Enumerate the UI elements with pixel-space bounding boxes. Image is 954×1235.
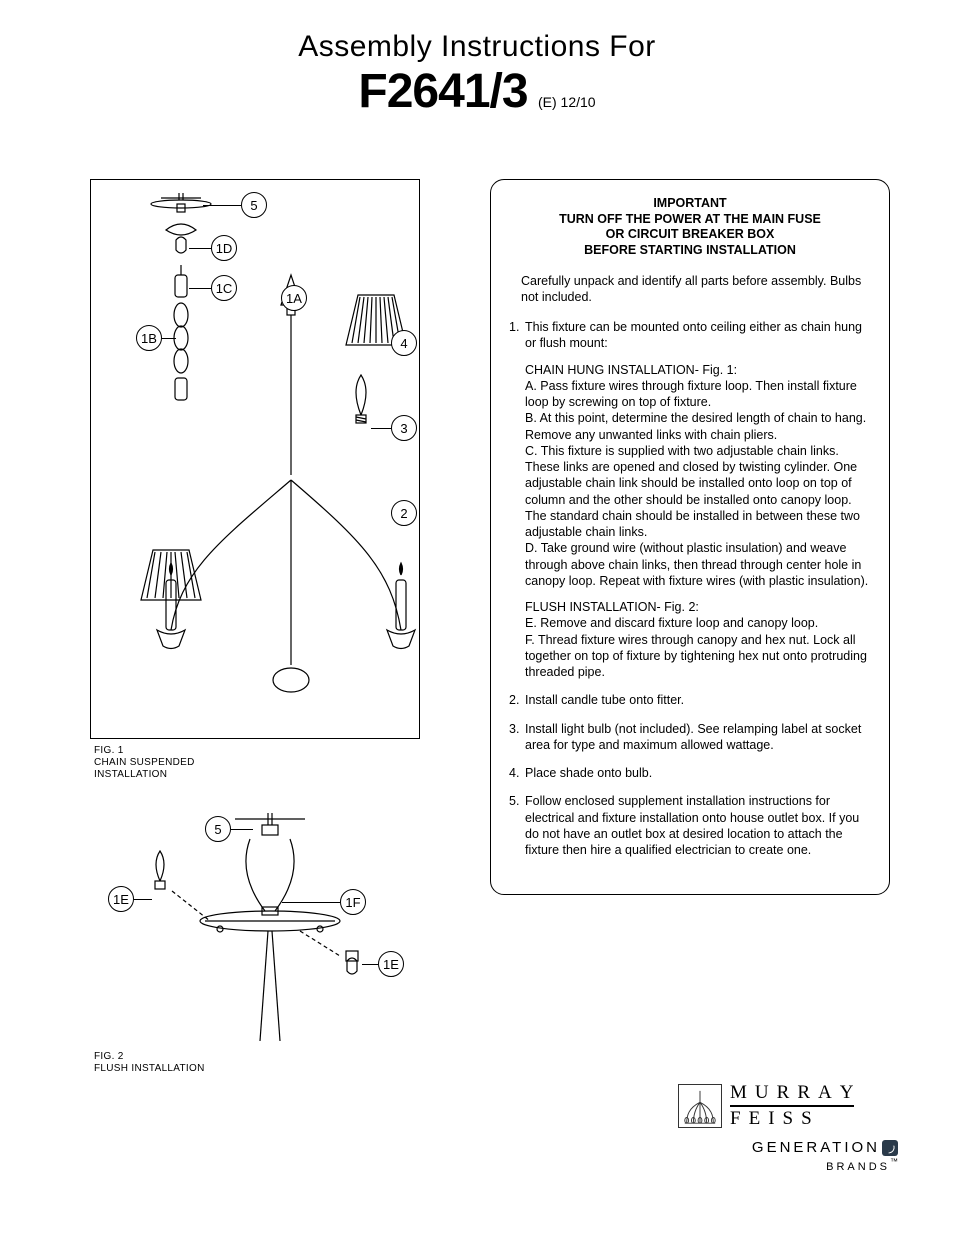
chain-heading: CHAIN HUNG INSTALLATION- Fig. 1:: [525, 362, 871, 378]
callout-1d: 1D: [211, 235, 237, 261]
figure-2-box: 5 1E 1F 1E: [90, 811, 420, 1061]
page-header: Assembly Instructions For F2641/3 (E) 12…: [0, 0, 954, 119]
figure-1-box: 5 1D 1C 1A 1B 4 3 2: [90, 179, 420, 739]
callout-1c: 1C: [211, 275, 237, 301]
diagrams-column: 5 1D 1C 1A 1B 4 3 2 FIG. 1 CHAIN SUSPEND…: [90, 179, 430, 1105]
model-number: F2641/3: [358, 65, 527, 118]
figure-2-illustration: [90, 811, 420, 1061]
important-block: IMPORTANT TURN OFF THE POWER AT THE MAIN…: [509, 196, 871, 259]
step-3: 3. Install light bulb (not included). Se…: [509, 721, 871, 754]
intro-text: Carefully unpack and identify all parts …: [521, 273, 871, 306]
callout-5: 5: [241, 192, 267, 218]
generation-brands-logo: GENERATION BRANDS™: [678, 1139, 898, 1175]
logo-feiss: FEISS: [730, 1106, 854, 1129]
lead-3: [371, 428, 391, 429]
chandelier-icon: [678, 1084, 722, 1128]
lead-f2-1e-right: [362, 964, 378, 965]
lead-1d: [189, 248, 211, 249]
title-line-1: Assembly Instructions For: [0, 30, 954, 64]
model-suffix: (E) 12/10: [538, 94, 596, 110]
figure-1-illustration: [91, 180, 421, 740]
lead-f2-1e-left: [134, 899, 152, 900]
callout-3: 3: [391, 415, 417, 441]
callout-f2-5: 5: [205, 816, 231, 842]
step-2: 2. Install candle tube onto fitter.: [509, 692, 871, 708]
step-1: 1. This fixture can be mounted onto ceil…: [509, 319, 871, 680]
figure-1-label: FIG. 1 CHAIN SUSPENDED INSTALLATION: [94, 745, 430, 781]
lead-1b: [162, 338, 176, 339]
lead-1c: [189, 288, 211, 289]
title-line-2: F2641/3 (E) 12/10: [358, 64, 595, 119]
murray-feiss-logo: MURRAY FEISS: [678, 1083, 898, 1129]
instructions-column: IMPORTANT TURN OFF THE POWER AT THE MAIN…: [490, 179, 890, 1105]
lead-f2-5: [231, 829, 253, 830]
step-5: 5. Follow enclosed supplement installati…: [509, 793, 871, 858]
callout-f2-1e-right: 1E: [378, 951, 404, 977]
instructions-box: IMPORTANT TURN OFF THE POWER AT THE MAIN…: [490, 179, 890, 895]
step-4: 4. Place shade onto bulb.: [509, 765, 871, 781]
logo-murray: MURRAY: [730, 1083, 854, 1106]
lead-f2-1f: [282, 902, 340, 903]
callout-f2-1e-left: 1E: [108, 886, 134, 912]
logo-block: MURRAY FEISS GENERATION BRANDS™: [678, 1083, 898, 1175]
callout-4: 4: [391, 330, 417, 356]
callout-1b: 1B: [136, 325, 162, 351]
callout-2: 2: [391, 500, 417, 526]
swirl-icon: [882, 1140, 898, 1156]
lead-5: [203, 205, 241, 206]
flush-heading: FLUSH INSTALLATION- Fig. 2:: [525, 599, 871, 615]
step-list: 1. This fixture can be mounted onto ceil…: [509, 319, 871, 858]
callout-f2-1f: 1F: [340, 889, 366, 915]
callout-1a: 1A: [281, 285, 307, 311]
